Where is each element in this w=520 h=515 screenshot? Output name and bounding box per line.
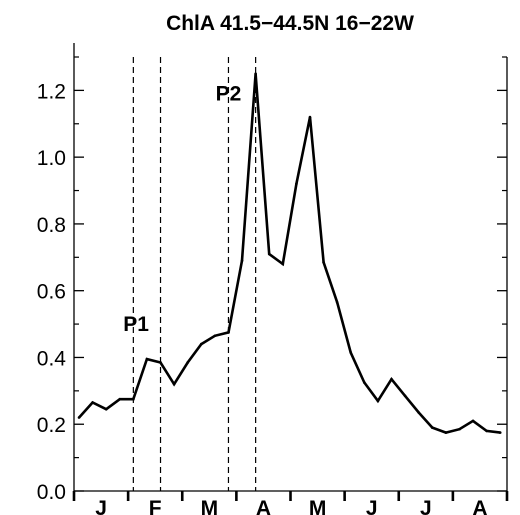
- data-point: [281, 262, 285, 266]
- data-point: [118, 397, 122, 401]
- x-tick-label: J: [95, 497, 107, 515]
- y-tick-label: 0.8: [37, 214, 66, 237]
- x-tick-label: M: [201, 497, 219, 515]
- data-point: [390, 377, 393, 381]
- x-tick-label: F: [149, 497, 162, 515]
- y-tick-label: 0.0: [37, 481, 66, 504]
- x-tick-label: J: [366, 497, 378, 515]
- data-point: [308, 115, 312, 119]
- data-point: [403, 394, 407, 398]
- x-tick-label: A: [472, 497, 487, 515]
- y-tick-label: 1.2: [37, 80, 66, 103]
- data-point: [471, 419, 475, 423]
- data-point: [349, 351, 353, 354]
- data-point: [254, 72, 257, 75]
- data-point: [77, 416, 81, 419]
- data-point: [430, 426, 434, 429]
- data-point: [335, 301, 339, 304]
- plot-area: 0.0 0.2 0.4 0.6 0.8 1.0 1.2 J F M A M J J A P1 P2: [37, 43, 509, 515]
- y-tick-label: 1.0: [37, 147, 66, 170]
- data-point: [213, 334, 217, 338]
- data-point: [363, 381, 366, 384]
- data-point: [145, 357, 149, 361]
- y-tick-label: 0.2: [37, 414, 66, 437]
- data-point: [376, 399, 380, 403]
- data-point: [199, 342, 203, 346]
- data-point: [267, 252, 271, 256]
- period-annotation-label: P2: [216, 82, 242, 105]
- data-point: [444, 431, 448, 434]
- chart-title: ChlA 41.5−44.5N 16−22W: [166, 12, 414, 35]
- data-point: [172, 382, 176, 386]
- y-tick-label: 0.4: [37, 347, 67, 370]
- data-point: [485, 429, 488, 433]
- x-tick-label: J: [420, 497, 432, 515]
- data-point: [295, 182, 298, 186]
- y-tick-label: 0.6: [37, 281, 66, 304]
- data-point: [186, 361, 189, 364]
- data-point: [104, 407, 108, 411]
- data-point: [458, 427, 461, 431]
- data-point: [227, 331, 230, 334]
- data-point: [132, 397, 135, 401]
- data-point: [91, 401, 94, 404]
- data-point: [498, 431, 502, 434]
- data-point: [322, 261, 325, 264]
- x-tick-label: A: [256, 497, 271, 515]
- data-point: [417, 411, 420, 414]
- data-point: [240, 259, 244, 262]
- period-annotation-label: P1: [123, 313, 149, 336]
- x-tick-label: M: [309, 497, 327, 515]
- series-line: [78, 73, 501, 434]
- data-point: [159, 361, 162, 364]
